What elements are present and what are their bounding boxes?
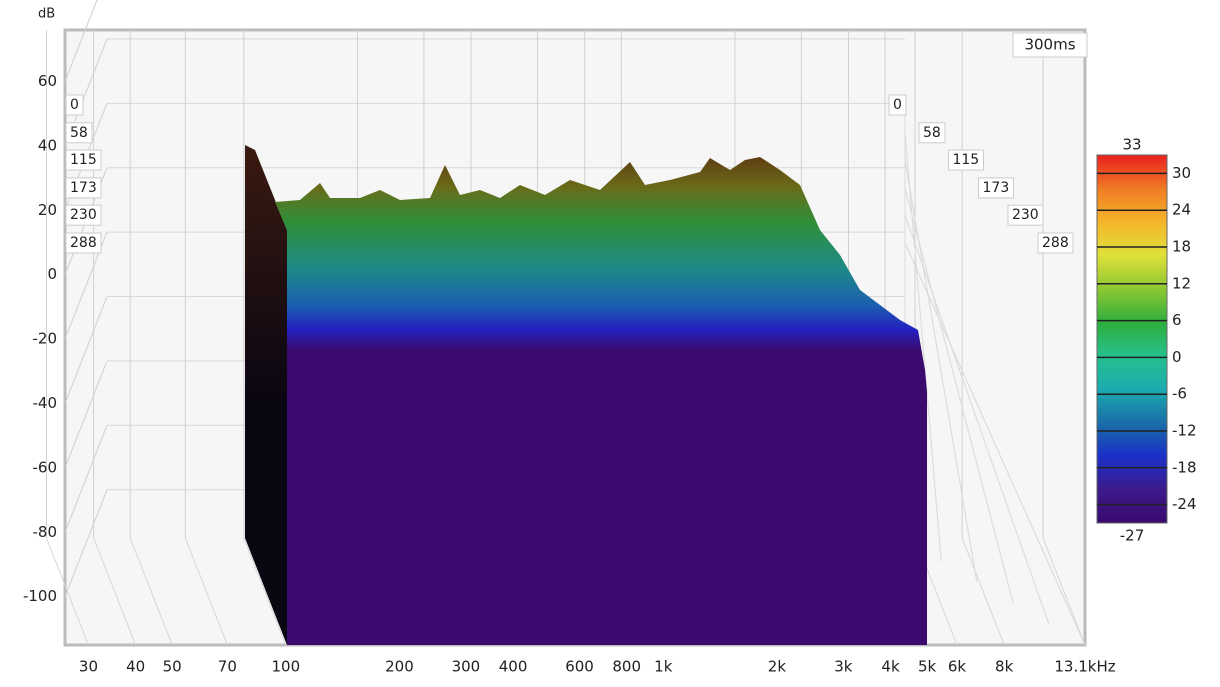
time-tick-label: 173 <box>983 180 1010 196</box>
time-tick-label: 0 <box>70 97 79 113</box>
grid-line <box>93 537 137 646</box>
x-tick-label: 300 <box>452 658 481 676</box>
time-tick-box <box>1007 204 1044 226</box>
y-axis-label: dB <box>38 7 55 22</box>
time-tick-label: 173 <box>70 180 97 196</box>
time-tick-box <box>1037 232 1074 254</box>
y-tick-label: 40 <box>38 136 57 154</box>
time-tick-label: 58 <box>70 125 88 141</box>
colorbar-tick-label: -12 <box>1172 422 1197 440</box>
time-tick-box <box>65 122 93 144</box>
grid-line <box>129 537 173 646</box>
colorbar-tick-label: -18 <box>1172 458 1197 476</box>
grid-line <box>904 242 1086 646</box>
time-tick-label: 230 <box>1012 207 1039 223</box>
x-tick-label: 2k <box>768 658 787 676</box>
colorbar-max-label: 33 <box>1122 136 1141 154</box>
x-tick-label: 40 <box>126 658 145 676</box>
time-tick-box <box>978 177 1015 199</box>
colorbar-tick-label: 30 <box>1172 164 1191 182</box>
time-tick-label: 0 <box>893 97 902 113</box>
grid-line <box>904 160 978 583</box>
time-tick-box <box>65 177 102 199</box>
y-tick-label: 20 <box>38 201 57 219</box>
grid-line <box>64 425 108 533</box>
colorbar-tick-label: -24 <box>1172 495 1197 513</box>
time-tick-box <box>947 149 984 171</box>
colorbar-tick-label: 24 <box>1172 201 1191 219</box>
x-tick-label: 8k <box>995 658 1014 676</box>
time-tick-label: 115 <box>70 152 97 168</box>
x-tick-label: 50 <box>163 658 182 676</box>
y-tick-label: 0 <box>47 265 57 283</box>
waterfall-surface <box>275 157 927 645</box>
y-tick-label: -80 <box>33 523 58 541</box>
time-tick-box <box>65 149 102 171</box>
colorbar-tick-label: 12 <box>1172 274 1191 292</box>
grid-line <box>64 0 98 82</box>
x-tick-label: 3k <box>834 658 853 676</box>
x-tick-label: 800 <box>612 658 641 676</box>
grid-line <box>1042 537 1086 646</box>
colorbar-tick-label: 6 <box>1172 311 1182 329</box>
grid-line <box>45 537 89 646</box>
y-tick-label: 60 <box>38 72 57 90</box>
x-tick-label: 4k <box>881 658 900 676</box>
waterfall-side <box>245 145 287 645</box>
grid-line <box>904 132 942 562</box>
time-label: 300ms <box>1024 36 1075 54</box>
y-tick-label: -60 <box>33 458 58 476</box>
x-tick-label: 30 <box>79 658 98 676</box>
x-tick-label: 70 <box>218 658 237 676</box>
time-tick-box <box>65 94 84 116</box>
time-tick-box <box>918 122 946 144</box>
grid-line <box>184 537 228 646</box>
time-tick-label: 115 <box>952 152 979 168</box>
x-tick-label: 600 <box>565 658 594 676</box>
x-tick-label: 6k <box>948 658 967 676</box>
y-tick-label: -20 <box>33 330 58 348</box>
x-tick-label: 100 <box>272 658 301 676</box>
time-tick-label: 288 <box>1042 235 1069 251</box>
grid-line <box>64 296 108 404</box>
time-tick-box <box>65 232 102 254</box>
colorbar-tick-label: 0 <box>1172 348 1182 366</box>
grid-line <box>243 537 287 646</box>
colorbar <box>1096 154 1168 524</box>
x-tick-label: 5k <box>918 658 937 676</box>
x-tick-label: 1k <box>654 658 673 676</box>
grid-line <box>64 489 108 597</box>
y-tick-label: -40 <box>33 394 58 412</box>
grid-line <box>961 537 1005 646</box>
colorbar-tick-label: -6 <box>1172 385 1187 403</box>
time-label-box <box>1012 32 1088 58</box>
grid-line <box>904 187 1014 604</box>
x-tick-label: 200 <box>385 658 414 676</box>
time-tick-label: 288 <box>70 235 97 251</box>
y-tick-label: -100 <box>23 587 57 605</box>
time-tick-label: 58 <box>923 125 941 141</box>
time-tick-box <box>65 204 102 226</box>
time-tick-box <box>888 94 907 116</box>
time-tick-label: 230 <box>70 207 97 223</box>
grid-line <box>904 215 1050 625</box>
x-tick-label: 13.1kHz <box>1054 658 1115 676</box>
x-tick-label: 400 <box>499 658 528 676</box>
colorbar-tick-label: 18 <box>1172 238 1191 256</box>
grid-line <box>64 360 108 469</box>
colorbar-min-label: -27 <box>1120 527 1145 545</box>
